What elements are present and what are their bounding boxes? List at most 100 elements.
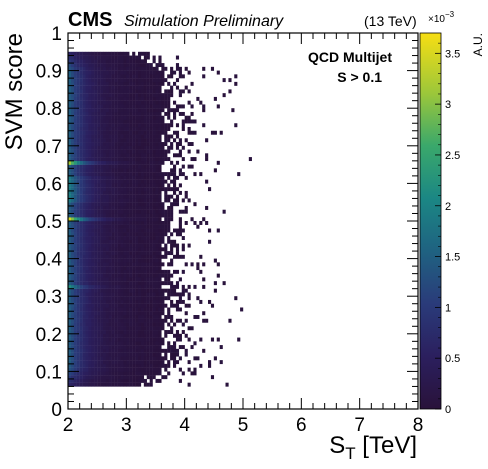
heatmap-cell <box>199 172 203 177</box>
heatmap-cell <box>103 266 107 271</box>
heatmap-cell <box>129 108 133 113</box>
heatmap-cell <box>175 142 180 146</box>
heatmap-cell <box>114 96 118 101</box>
heatmap-cell <box>149 288 153 293</box>
heatmap-cell <box>94 202 98 207</box>
heatmap-cell <box>120 375 124 380</box>
heatmap-cell <box>126 217 130 222</box>
heatmap-cell <box>146 89 150 94</box>
heatmap-cell <box>158 348 162 353</box>
heatmap-cell <box>82 333 86 338</box>
heatmap-cell <box>70 78 75 83</box>
heatmap-cell <box>76 375 80 380</box>
heatmap-cell <box>149 348 153 353</box>
heatmap-cell <box>79 179 83 184</box>
heatmap-cell <box>108 296 112 301</box>
heatmap-cell <box>91 172 95 177</box>
heatmap-cell <box>120 348 124 353</box>
heatmap-cell <box>82 273 86 278</box>
heatmap-cell <box>152 164 156 169</box>
heatmap-cell <box>149 179 153 184</box>
heatmap-cell <box>143 333 147 338</box>
heatmap-cell <box>97 51 101 56</box>
heatmap-cell <box>111 130 115 135</box>
heatmap-cell <box>178 232 182 237</box>
heatmap-cell <box>135 273 139 278</box>
heatmap-cell <box>135 145 139 150</box>
heatmap-cell <box>91 127 95 131</box>
heatmap-cell <box>140 59 145 64</box>
heatmap-cell <box>123 123 127 128</box>
heatmap-cell <box>82 356 86 361</box>
heatmap-cell <box>68 307 72 312</box>
heatmap-cell <box>103 59 107 64</box>
heatmap-cell <box>88 251 92 256</box>
heatmap-cell <box>135 360 139 365</box>
heatmap-cell <box>91 292 95 297</box>
heatmap-cell <box>117 367 121 372</box>
heatmap-cell <box>146 198 150 203</box>
heatmap-cell <box>158 254 162 259</box>
heatmap-cell <box>70 367 75 372</box>
heatmap-cell <box>97 194 101 199</box>
heatmap-cell <box>79 123 83 128</box>
heatmap-cell <box>91 100 95 105</box>
heatmap-cell <box>173 348 177 353</box>
heatmap-cell <box>82 55 86 60</box>
heatmap-cell <box>91 258 95 263</box>
heatmap-cell <box>138 333 142 338</box>
heatmap-cell <box>138 142 142 146</box>
heatmap-cell <box>70 66 75 71</box>
heatmap-cell <box>123 333 127 338</box>
heatmap-cell <box>167 205 171 210</box>
heatmap-cell <box>123 232 127 237</box>
heatmap-cell <box>120 51 124 56</box>
heatmap-cell <box>68 74 72 79</box>
heatmap-cell <box>79 55 83 60</box>
heatmap-cell <box>108 70 112 75</box>
heatmap-cell <box>132 348 136 353</box>
heatmap-cell <box>85 292 89 297</box>
heatmap-cell <box>73 378 77 383</box>
heatmap-cell <box>117 307 121 312</box>
heatmap-cell <box>85 89 89 94</box>
heatmap-cell <box>70 198 75 203</box>
heatmap-cell <box>76 134 80 139</box>
heatmap-cell <box>68 284 72 289</box>
heatmap-cell <box>85 111 89 116</box>
heatmap-cell <box>70 221 75 225</box>
heatmap-cell <box>105 371 110 376</box>
heatmap-cell <box>76 232 80 237</box>
heatmap-cell <box>167 115 171 120</box>
heatmap-cell <box>143 89 147 94</box>
heatmap-cell <box>146 262 150 267</box>
heatmap-cell <box>126 149 130 154</box>
heatmap-cell <box>190 130 194 135</box>
heatmap-cell <box>94 236 98 240</box>
heatmap-cell <box>123 239 127 244</box>
heatmap-cell <box>167 330 171 334</box>
heatmap-cell <box>184 119 188 124</box>
heatmap-cell <box>187 164 191 169</box>
heatmap-cell <box>120 326 124 331</box>
heatmap-cell <box>117 190 121 195</box>
heatmap-cell <box>170 93 174 98</box>
heatmap-cell <box>152 187 156 192</box>
heatmap-cell <box>149 66 153 71</box>
heatmap-cell <box>120 299 124 304</box>
heatmap-cell <box>68 63 72 68</box>
heatmap-cell <box>123 183 127 188</box>
heatmap-cell <box>70 273 75 278</box>
heatmap-cell <box>126 81 130 86</box>
heatmap-cell <box>149 254 153 259</box>
heatmap-cell <box>94 205 98 210</box>
heatmap-cell <box>120 198 124 203</box>
heatmap-cell <box>167 236 171 240</box>
heatmap-cell <box>120 96 124 101</box>
heatmap-cell <box>68 138 72 143</box>
heatmap-cell <box>79 59 83 64</box>
heatmap-cell <box>135 149 139 154</box>
heatmap-cell <box>123 119 127 124</box>
heatmap-cell <box>79 378 83 383</box>
